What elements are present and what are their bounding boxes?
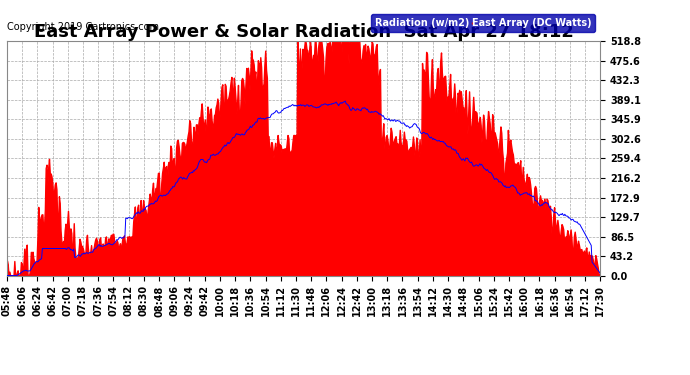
Title: East Array Power & Solar Radiation  Sat Apr 27 18:12: East Array Power & Solar Radiation Sat A… <box>34 23 573 41</box>
Text: Copyright 2019 Cartronics.com: Copyright 2019 Cartronics.com <box>7 22 159 32</box>
Legend: Radiation (w/m2), East Array (DC Watts): Radiation (w/m2), East Array (DC Watts) <box>371 15 595 32</box>
